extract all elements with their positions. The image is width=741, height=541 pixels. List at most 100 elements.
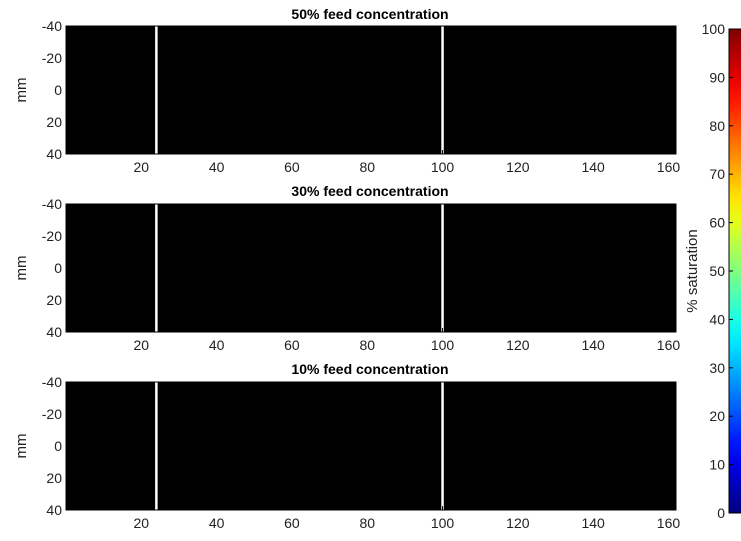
heatmap-cell [276,119,285,124]
heatmap-cell [352,69,361,74]
heatmap-cell [608,69,617,74]
heatmap-cell [246,244,255,249]
heatmap-cell [465,94,474,99]
heatmap-cell [570,54,579,58]
heatmap-cell [261,129,270,133]
heatmap-cell [209,57,218,61]
heatmap-cell [118,113,127,117]
heatmap-cell [133,88,142,92]
heatmap-cell [593,110,602,114]
heatmap-cell [299,278,308,283]
heatmap-cell [457,44,466,49]
heatmap-cell [480,113,489,117]
heatmap-cell [608,122,617,127]
heatmap-cell [472,97,481,102]
heatmap-cell [510,54,519,58]
heatmap-cell [510,110,519,114]
heatmap-cell [284,244,293,249]
heatmap-cell [645,129,654,133]
heatmap-cell [547,41,556,46]
heatmap-cell [457,26,466,30]
heatmap-cell [653,113,662,117]
heatmap-cell [66,32,74,36]
heatmap-cell [367,50,376,55]
heatmap-cell [103,291,112,295]
heatmap-cell [480,91,489,96]
heatmap-cell [404,66,413,71]
heatmap-cell [525,88,534,92]
heatmap-cell [299,91,308,96]
heatmap-cell [81,147,89,152]
heatmap-cell [487,141,496,146]
heatmap-cell [367,60,376,64]
heatmap-cell [216,147,225,152]
heatmap-cell [623,57,632,61]
heatmap-cell [103,147,112,152]
heatmap-cell [118,66,127,71]
heatmap-cell [532,141,541,146]
heatmap-cell [103,300,112,305]
heatmap-cell [585,85,594,89]
heatmap-cell [216,204,225,208]
heatmap-cell [359,285,368,289]
heatmap-cell [570,91,579,96]
heatmap-cell [502,97,511,102]
heatmap-cell [103,85,112,89]
heatmap-cell [276,225,285,230]
heatmap-cell [314,63,323,67]
marker-lines [155,26,444,154]
heatmap-cell [163,235,172,239]
heatmap-cell [352,100,361,105]
heatmap-cell [389,72,398,77]
heatmap-cell [269,85,278,89]
heatmap-cell [201,57,210,61]
heatmap-cell [216,54,225,58]
heatmap-cell [276,116,285,121]
heatmap-cell [322,263,330,267]
heatmap-cell [322,38,330,43]
heatmap-cell [224,107,233,111]
heatmap-cell [322,328,330,333]
heatmap-cell [352,228,361,233]
heatmap-cell [246,122,255,127]
heatmap-cell [397,119,406,124]
heatmap-cell [133,107,142,111]
heatmap-cell [81,207,89,211]
heatmap-cell [171,26,180,30]
heatmap-cell [457,125,466,130]
heatmap-cell [525,79,534,83]
heatmap-cell [216,244,225,249]
heatmap-cell [525,125,534,130]
heatmap-cell [359,244,368,249]
heatmap-cell [570,94,579,99]
heatmap-cell [291,303,300,308]
heatmap-cell [359,122,368,127]
heatmap-cell [194,278,202,283]
heatmap-cell [186,260,195,264]
heatmap-cell [141,207,150,211]
heatmap-cell [660,79,669,83]
heatmap-cell [623,125,632,130]
heatmap-cell [156,119,165,124]
heatmap-cell [254,135,263,139]
heatmap-cell [299,307,308,311]
heatmap-cell [555,75,564,80]
heatmap-cell [314,275,323,280]
heatmap-cell [209,269,218,274]
heatmap-cell [397,85,406,89]
heatmap-cell [419,69,428,74]
heatmap-cell [510,144,519,149]
heatmap-cell [337,213,346,217]
heatmap-cell [66,263,74,267]
heatmap-cell [201,144,210,149]
heatmap-cell [435,122,443,127]
heatmap-cell [186,222,195,227]
heatmap-cell [216,47,225,52]
heatmap-cell [291,238,300,242]
heatmap-cell [660,116,669,121]
heatmap-cell [133,325,142,330]
heatmap-cell [367,116,376,121]
heatmap-cell [118,316,127,320]
heatmap-cell [246,144,255,149]
heatmap-cell [457,94,466,99]
